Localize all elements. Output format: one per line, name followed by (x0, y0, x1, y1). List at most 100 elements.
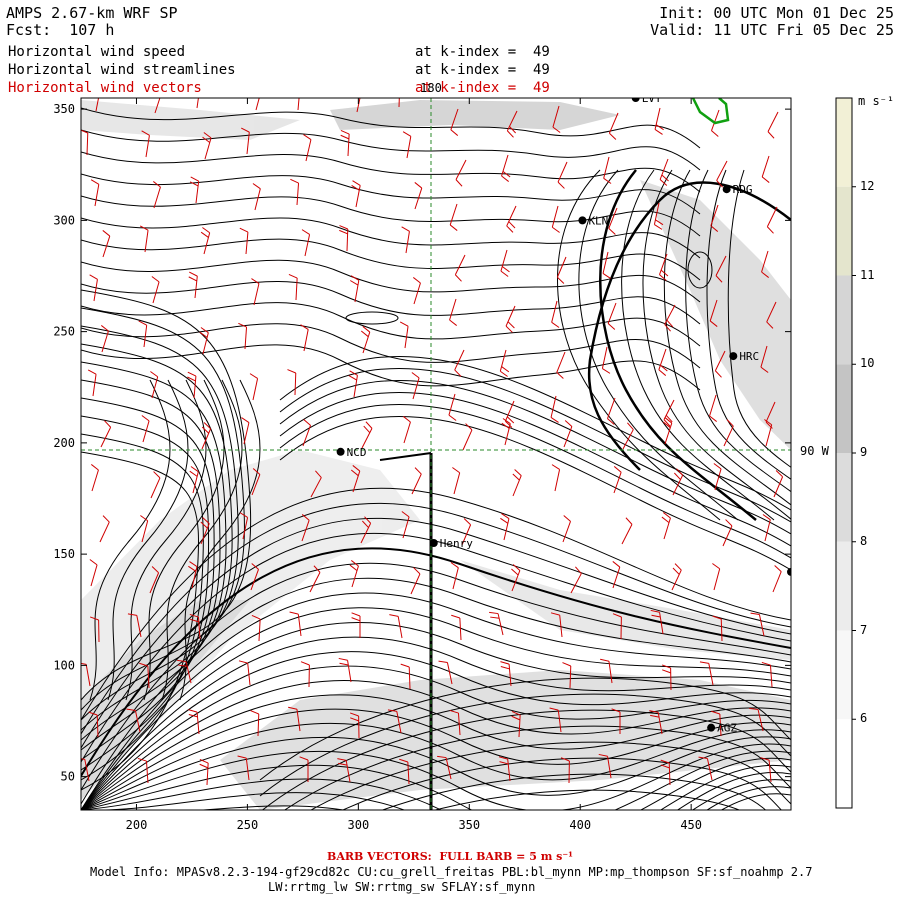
wind-barb (562, 521, 571, 543)
streamline (81, 547, 791, 777)
wind-barb-flag (189, 561, 198, 567)
wind-barb-flag (288, 706, 298, 710)
wind-barb (304, 234, 311, 257)
wind-barb (192, 471, 199, 494)
wind-barb-flag (560, 757, 570, 762)
wind-barb-flag (451, 614, 461, 619)
wind-barb-flag (361, 520, 369, 528)
wind-barb (570, 573, 582, 594)
wind-barb (101, 330, 109, 353)
wind-barb (445, 757, 452, 780)
y-tick-label: 250 (53, 325, 75, 339)
wind-barb-flag (562, 662, 571, 667)
coastline (691, 98, 730, 125)
wind-barb (511, 570, 521, 592)
wind-barb-flag (399, 321, 409, 327)
wind-barb (773, 476, 784, 498)
wind-barb-flag (139, 225, 149, 231)
wind-barb-flag (750, 612, 760, 615)
wind-barb-flag (187, 371, 197, 377)
wind-barb (196, 712, 200, 735)
wind-barb-flag (411, 372, 420, 379)
wind-barb (404, 326, 409, 349)
wind-barb (147, 666, 150, 689)
wind-barb (145, 761, 149, 784)
wind-barb (202, 332, 209, 355)
wind-barb-flag (600, 658, 610, 662)
wind-barb (149, 572, 160, 594)
station-label: HRC (739, 350, 759, 363)
streamline (259, 677, 791, 781)
wind-barb-flag (506, 416, 515, 424)
wind-barb-flag (760, 757, 770, 761)
wind-barb-flag (239, 512, 248, 518)
wind-barb-flag (655, 219, 664, 226)
colorbar-label: 7 (860, 622, 868, 637)
wind-barb (408, 666, 411, 690)
streamline (81, 757, 791, 810)
wind-barb-flag (349, 712, 359, 717)
wind-barb-flag (512, 473, 520, 481)
wind-barb-flag (661, 664, 671, 669)
wind-barb-flag (349, 280, 359, 286)
wind-barb (196, 98, 199, 109)
wind-barb-flag (88, 711, 98, 716)
streamline (81, 451, 200, 791)
wind-barb-flag (402, 131, 412, 137)
streamline (81, 323, 701, 369)
station-marker (429, 539, 438, 547)
wind-barb-flag (199, 331, 208, 338)
wind-barb-flag (509, 126, 517, 134)
colorbar-label: 12 (860, 178, 875, 193)
wind-barb (99, 521, 110, 543)
wind-barb (772, 571, 782, 593)
wind-barb-flag (664, 324, 671, 332)
wind-barb-flag (463, 518, 471, 526)
wind-barb-flag (153, 471, 161, 479)
wind-barb-flag (662, 421, 671, 429)
wind-barb-flag (87, 369, 97, 375)
colorbar-segment (836, 186, 852, 276)
streamline (81, 771, 791, 810)
wind-barb (462, 429, 473, 451)
wind-barb-flag (153, 181, 161, 188)
streamline (107, 379, 189, 701)
wind-barb-flag (709, 415, 717, 422)
streamline (81, 151, 701, 193)
wind-barb (347, 660, 352, 683)
wind-barb-flag (202, 227, 210, 234)
streamline (125, 379, 207, 701)
wind-barb (96, 714, 99, 738)
wind-barb (153, 186, 161, 209)
wind-barb (757, 709, 764, 732)
wind-barb-flag (501, 422, 510, 429)
wind-barb-flag (455, 179, 463, 187)
streamline (81, 281, 701, 325)
wind-barb-flag (506, 225, 514, 233)
wind-barb-flag (189, 181, 199, 187)
wind-barb (194, 276, 198, 299)
wind-barb-flag (726, 419, 734, 427)
wind-barb-flag (502, 171, 511, 178)
wind-barb (201, 428, 212, 450)
wind-barb (396, 711, 402, 734)
wind-barb-flag (508, 221, 516, 229)
wind-barb-flag (659, 274, 667, 281)
wind-barb (200, 523, 210, 545)
wind-barb (504, 423, 511, 446)
wind-barb (411, 473, 422, 495)
wind-barb (761, 155, 770, 178)
wind-barb-flag (202, 136, 211, 143)
wind-barb-flag (340, 134, 350, 140)
wind-barb (195, 181, 200, 204)
field-level-speed: at k-index = 49 (415, 44, 550, 60)
wind-barb-flag (141, 415, 150, 422)
wind-barb-flag (664, 417, 673, 424)
wind-barb (500, 249, 508, 272)
wind-barb (499, 349, 507, 372)
streamline (179, 379, 261, 701)
wind-barb (554, 469, 561, 492)
wind-barb (255, 98, 260, 111)
wind-barb-flag (401, 226, 410, 232)
wind-barb-flag (349, 564, 358, 571)
